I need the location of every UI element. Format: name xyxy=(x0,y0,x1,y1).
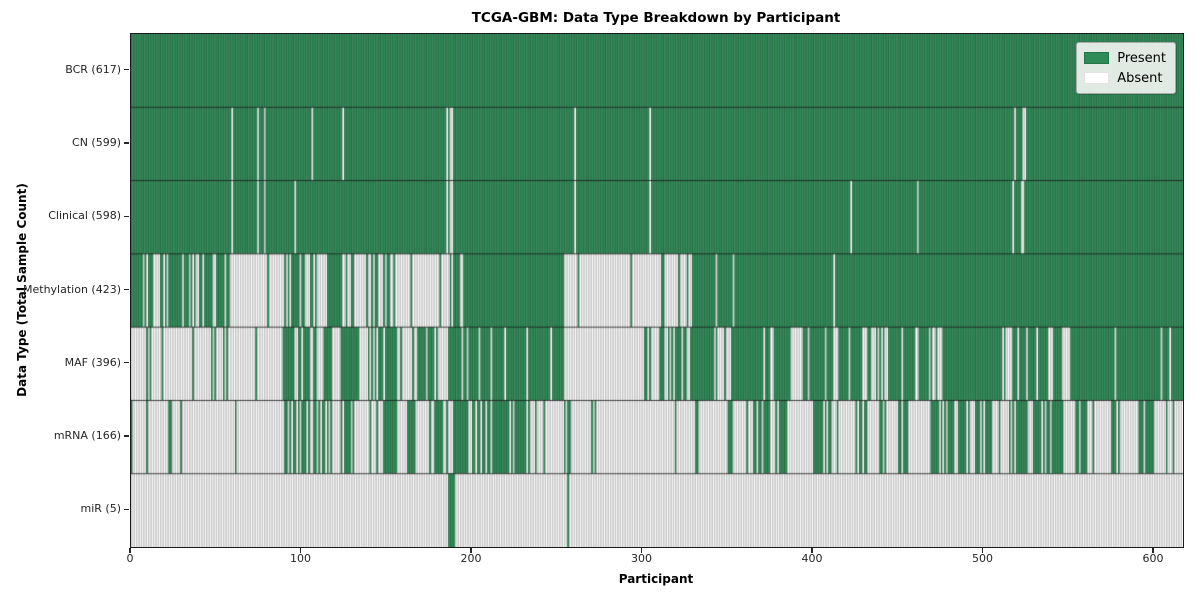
x-tick-label-500: 500 xyxy=(972,552,993,565)
legend-absent-swatch xyxy=(1084,72,1110,84)
x-tick-label-600: 600 xyxy=(1142,552,1164,565)
x-tick-label-200: 200 xyxy=(460,552,482,565)
y-tick-label-clinical: Clinical (598) xyxy=(48,209,121,223)
x-tick-label-0: 0 xyxy=(126,552,134,565)
y-tick-mark xyxy=(124,508,129,510)
y-tick-label-bcr: BCR (617) xyxy=(65,62,121,76)
legend-present-label: Present xyxy=(1117,50,1166,66)
legend-present-swatch xyxy=(1084,52,1110,64)
legend: Present Absent xyxy=(1076,42,1176,94)
x-tick-label-100: 100 xyxy=(290,552,311,565)
y-tick-mark xyxy=(124,69,129,71)
x-axis-label: Participant xyxy=(618,572,694,586)
x-tick-mark xyxy=(640,547,643,553)
y-tick-mark xyxy=(124,142,129,144)
legend-item-absent: Absent xyxy=(1084,68,1166,88)
y-tick-mark xyxy=(124,288,129,291)
y-tick-mark xyxy=(124,435,129,437)
x-tick-mark xyxy=(981,547,984,553)
x-tick-mark xyxy=(129,547,131,553)
y-tick-label-methylation: Methylation (423) xyxy=(23,282,121,296)
y-tick-label-mir: miR (5) xyxy=(80,502,122,516)
y-tick-label-mrna: mRNA (166) xyxy=(53,429,121,443)
heatmap-canvas xyxy=(131,34,1183,547)
x-tick-mark xyxy=(470,547,472,553)
y-tick-label-cn: CN (599) xyxy=(72,135,121,149)
x-tick-label-300: 300 xyxy=(631,552,652,565)
y-tick-mark xyxy=(124,215,129,217)
y-tick-label-maf: MAF (396) xyxy=(64,355,121,369)
legend-absent-label: Absent xyxy=(1117,70,1163,86)
plot-area: Present Absent xyxy=(130,33,1184,548)
y-tick-mark xyxy=(124,362,129,364)
x-tick-mark xyxy=(1152,547,1154,553)
x-tick-mark xyxy=(811,547,813,553)
chart-title: TCGA-GBM: Data Type Breakdown by Partici… xyxy=(471,10,841,26)
legend-item-present: Present xyxy=(1084,48,1166,68)
x-tick-label-400: 400 xyxy=(801,552,823,565)
x-tick-mark xyxy=(299,547,302,553)
